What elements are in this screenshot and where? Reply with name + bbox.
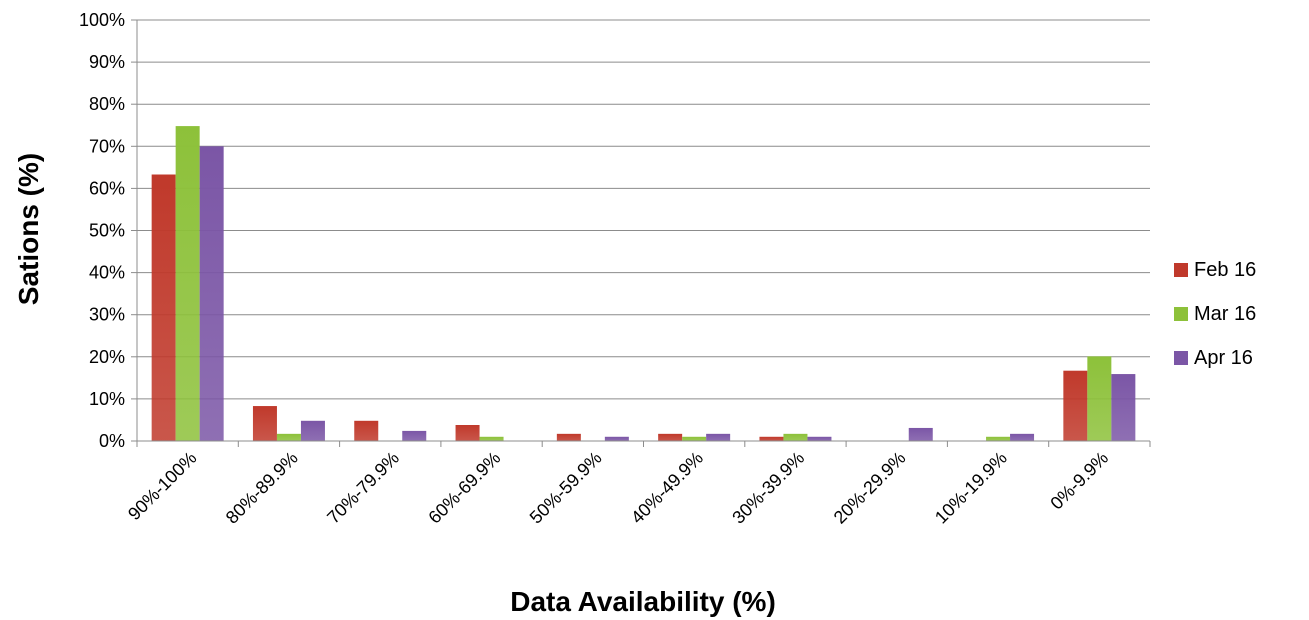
y-axis-title: Sations (%) xyxy=(13,153,44,305)
legend-label: Feb 16 xyxy=(1194,259,1256,281)
bar-mar-16 xyxy=(682,436,707,441)
y-tick-label: 60% xyxy=(89,178,125,198)
bars xyxy=(151,126,1136,442)
bar-mar-16 xyxy=(276,433,301,441)
x-tick-label: 60%-69.9% xyxy=(424,448,504,528)
y-tick-label: 50% xyxy=(89,221,125,241)
x-tick-label: 90%-100% xyxy=(124,448,200,524)
legend-label: Apr 16 xyxy=(1194,347,1253,369)
bar-mar-16 xyxy=(479,436,504,441)
bar-apr-16 xyxy=(1111,374,1136,441)
x-tick-label: 30%-39.9% xyxy=(728,448,808,528)
bar-apr-16 xyxy=(300,420,325,441)
legend-label: Mar 16 xyxy=(1194,303,1256,325)
bar-feb-16 xyxy=(556,433,581,441)
x-tick-label: 50%-59.9% xyxy=(526,448,606,528)
bar-apr-16 xyxy=(604,436,629,441)
y-tick-label: 100% xyxy=(79,10,125,30)
gridlines xyxy=(131,19,1150,442)
bar-feb-16 xyxy=(252,406,277,441)
y-tick-label: 80% xyxy=(89,94,125,114)
legend: Feb 16 Mar 16 Apr 16 xyxy=(1174,259,1256,369)
bar-apr-16 xyxy=(807,436,832,441)
x-tick-label: 20%-29.9% xyxy=(830,448,910,528)
bar-apr-16 xyxy=(402,430,427,441)
x-tick-label: 70%-79.9% xyxy=(323,448,403,528)
y-tick-label: 70% xyxy=(89,136,125,156)
x-axis-ticks: 90%-100% 80%-89.9% 70%-79.9% 60%-69.9% 50%-5… xyxy=(124,448,1112,528)
bar-feb-16 xyxy=(151,174,176,441)
x-tick-label: 0%-9.9% xyxy=(1046,448,1112,514)
bar-apr-16 xyxy=(908,427,933,441)
bar-feb-16 xyxy=(759,436,784,441)
y-tick-label: 30% xyxy=(89,305,125,325)
bar-feb-16 xyxy=(354,420,379,441)
bar-apr-16 xyxy=(1010,433,1035,441)
bar-feb-16 xyxy=(455,425,480,441)
axes xyxy=(136,20,1151,447)
legend-swatch xyxy=(1174,263,1188,277)
bar-mar-16 xyxy=(986,436,1011,441)
y-tick-label: 0% xyxy=(99,431,125,451)
y-tick-label: 10% xyxy=(89,389,125,409)
bar-mar-16 xyxy=(1087,356,1112,441)
x-axis-title: Data Availability (%) xyxy=(510,586,776,617)
y-tick-label: 90% xyxy=(89,52,125,72)
y-tick-label: 20% xyxy=(89,347,125,367)
bar-feb-16 xyxy=(658,433,683,441)
bar-feb-16 xyxy=(1063,370,1088,441)
x-tick-label: 10%-19.9% xyxy=(931,448,1011,528)
y-tick-label: 40% xyxy=(89,263,125,283)
bar-apr-16 xyxy=(199,146,224,442)
bar-apr-16 xyxy=(706,433,731,441)
bar-mar-16 xyxy=(783,433,808,441)
x-tick-label: 40%-49.9% xyxy=(627,448,707,528)
bar-mar-16 xyxy=(175,126,200,441)
legend-swatch xyxy=(1174,351,1188,365)
y-axis-ticks: 0% 10% 20% 30% 40% 50% 60% 70% 80% 90% 100% xyxy=(79,10,125,451)
legend-swatch xyxy=(1174,307,1188,321)
x-tick-label: 80%-89.9% xyxy=(222,448,302,528)
